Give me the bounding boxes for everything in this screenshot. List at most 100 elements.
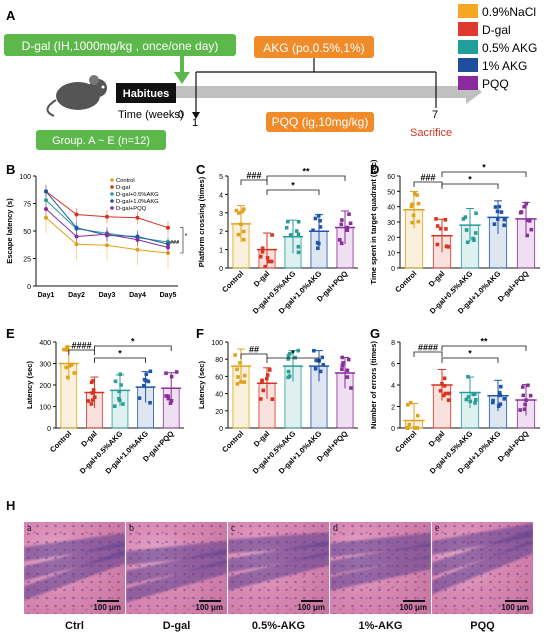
y-tick-label-F-1: 20	[215, 409, 223, 416]
point-E-2-6	[117, 396, 121, 401]
y-tick-label-F-5: 100	[211, 340, 223, 347]
point-F-4-0	[345, 368, 350, 373]
point-D-0-6	[416, 201, 421, 206]
point-F-1-1	[260, 380, 264, 385]
point-C-4-4	[347, 212, 351, 216]
y-tick-label-C-1: 1	[219, 248, 223, 255]
sig-label-F-1: *	[291, 349, 295, 359]
point-C-1-3	[260, 250, 265, 254]
histology-tag: d	[333, 523, 338, 534]
sig-label-E-2: *	[131, 337, 135, 347]
legend-swatch-0	[458, 4, 478, 18]
legend-marker-B-4	[110, 206, 114, 210]
point-E-4-3	[169, 374, 174, 379]
green-arrow-icon	[174, 72, 190, 84]
point-B-0-0	[44, 215, 48, 220]
point-D-2-3	[474, 211, 478, 216]
point-D-0-5	[415, 193, 419, 197]
scale-label: 100 μm	[399, 603, 427, 612]
y-tick-label-E-2: 200	[39, 383, 51, 390]
point-B-0-1	[74, 242, 79, 247]
point-G-1-5	[442, 393, 446, 398]
point-F-1-3	[270, 397, 275, 401]
point-D-1-5	[444, 227, 448, 231]
point-E-2-4	[113, 379, 118, 384]
point-F-2-2	[296, 348, 301, 353]
sig-bracket-C-1	[266, 189, 320, 195]
y-tick-label-E-1: 100	[39, 405, 51, 412]
y-tick-label-G-0: 0	[391, 426, 395, 433]
sig-label-C-0: ###	[246, 171, 261, 181]
point-G-2-3	[466, 395, 471, 399]
point-D-2-0	[474, 231, 478, 235]
panel-label-c: C	[196, 162, 206, 177]
y-tick-label-D-0: 0	[391, 266, 395, 273]
point-G-0-4	[408, 400, 413, 405]
point-G-3-2	[498, 402, 503, 407]
point-C-3-1	[311, 228, 315, 233]
point-C-4-7	[340, 218, 344, 222]
point-C-0-6	[241, 237, 246, 242]
point-B-4-4	[166, 245, 170, 250]
point-C-3-4	[316, 213, 321, 218]
point-G-1-1	[442, 376, 447, 381]
point-C-2-3	[294, 229, 299, 233]
y-axis-label-G: Number of errors (times)	[369, 341, 378, 429]
y-tick-label-D-5: 50	[387, 189, 395, 196]
category-label-C-1: D-gal	[252, 269, 272, 289]
point-C-2-7	[296, 219, 301, 224]
sig-bracket-F-1	[266, 357, 320, 363]
point-F-3-7	[313, 366, 318, 371]
point-E-0-5	[70, 362, 74, 367]
category-label-F-0: Control	[220, 429, 245, 454]
point-G-0-1	[405, 426, 409, 430]
point-G-0-2	[412, 426, 417, 430]
point-F-4-4	[340, 367, 344, 372]
histology-image-2: c 100 μm	[228, 522, 329, 614]
point-D-2-2	[464, 228, 469, 232]
pqq-box	[266, 112, 374, 132]
legend-label-3: 1% AKG	[482, 59, 527, 73]
habitues-text: Habitues	[123, 88, 169, 100]
point-D-3-6	[493, 205, 498, 209]
legend-swatch-4	[458, 76, 478, 90]
point-F-2-4	[288, 351, 292, 356]
category-label-D-1: D-gal	[427, 269, 447, 289]
point-G-0-3	[406, 402, 410, 407]
y-axis-label-D: Time spent in target quadrant (sec)	[369, 159, 378, 284]
point-C-0-3	[240, 209, 245, 214]
legend-label-2: 0.5% AKG	[482, 41, 537, 55]
y-tick-label-B-4: 100	[19, 174, 31, 181]
category-label-C-0: Control	[220, 269, 245, 294]
habitues-box	[116, 83, 176, 103]
point-F-0-6	[233, 353, 237, 357]
point-F-4-7	[346, 357, 351, 362]
y-axis-label-F: Latency (sec)	[197, 361, 206, 409]
legend-marker-B-1	[110, 185, 114, 189]
point-E-4-5	[166, 394, 170, 398]
legend-label-1: D-gal	[482, 23, 511, 37]
point-G-1-2	[443, 391, 448, 396]
time-label: Time (weeks)	[118, 109, 184, 121]
point-F-2-5	[286, 369, 291, 374]
point-G-4-1	[525, 383, 530, 388]
scale-bar	[97, 600, 119, 602]
point-C-3-7	[318, 218, 322, 223]
y-axis-label-C: Platform crossing (times)	[197, 176, 206, 267]
point-G-0-5	[415, 413, 420, 418]
point-D-0-1	[410, 202, 414, 207]
point-E-3-5	[148, 369, 153, 374]
point-G-3-4	[502, 397, 507, 401]
point-F-3-4	[321, 362, 326, 367]
point-G-4-3	[522, 407, 527, 412]
point-F-2-7	[286, 375, 290, 380]
point-F-1-4	[268, 368, 272, 372]
point-E-4-2	[164, 371, 168, 376]
y-tick-label-F-4: 80	[215, 357, 223, 364]
time-0: 0	[178, 109, 184, 121]
y-tick-label-D-3: 30	[387, 220, 395, 227]
legend-swatch-1	[458, 22, 478, 36]
schematic-panel: A D-gal (IH,1000mg/kg , once/one day) Ha…	[4, 4, 537, 150]
point-C-0-0	[241, 207, 246, 212]
scale-bar	[301, 600, 323, 602]
